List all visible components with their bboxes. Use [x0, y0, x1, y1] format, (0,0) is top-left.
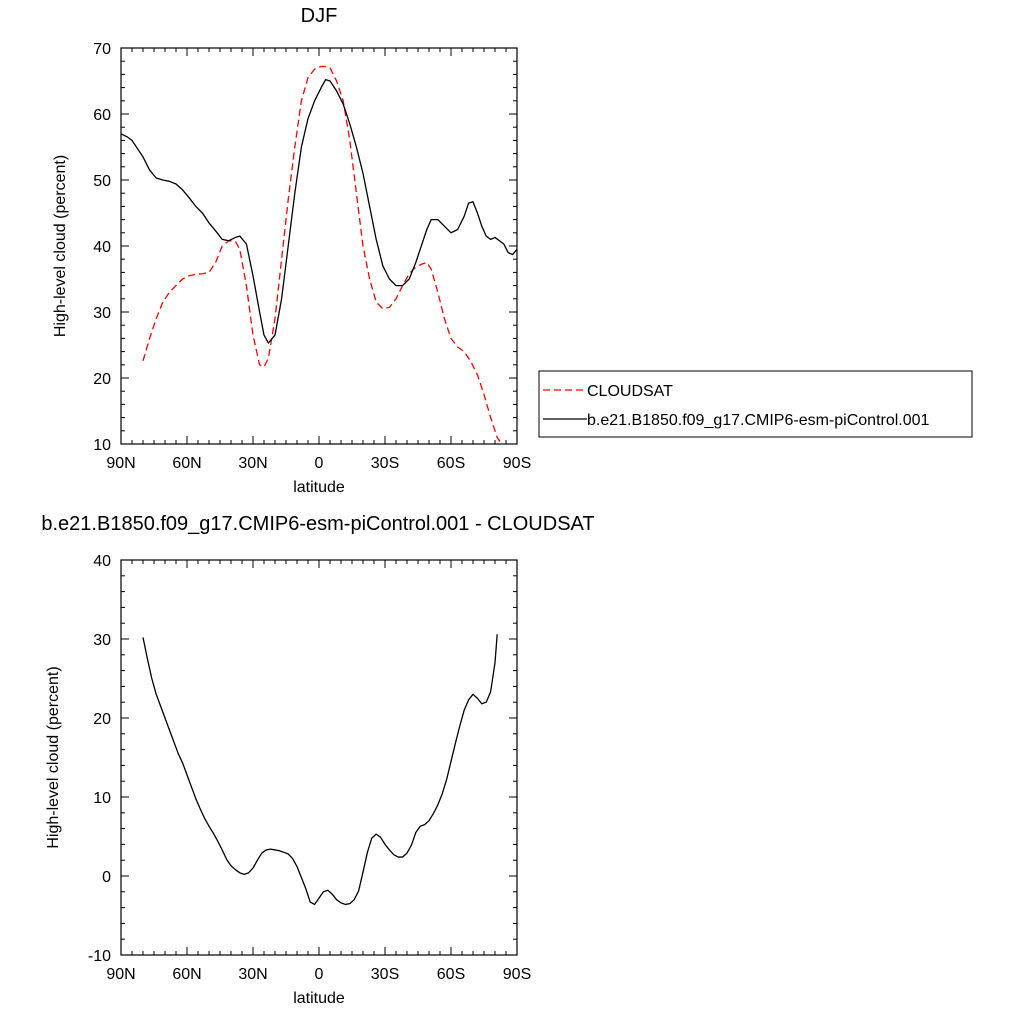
x-tick-label: 90S: [503, 455, 531, 472]
series-line-difference: [142, 634, 498, 906]
y-tick-label: 20: [93, 371, 111, 388]
y-tick-label: 40: [93, 239, 111, 256]
x-tick-label: 0: [315, 455, 324, 472]
x-tick-label: 30S: [371, 455, 399, 472]
x-tick-label: 90S: [503, 966, 531, 983]
x-tick-label: 30S: [371, 966, 399, 983]
y-tick-label: 30: [93, 305, 111, 322]
legend: CLOUDSAT b.e21.B1850.f09_g17.CMIP6-esm-pi…: [538, 370, 973, 438]
legend-box: [538, 370, 973, 438]
y-tick-label: 10: [93, 790, 111, 807]
x-tick-label: 90N: [106, 455, 135, 472]
legend-label: b.e21.B1850.f09_g17.CMIP6-esm-piControl.…: [587, 412, 930, 429]
x-axis-label: latitude: [293, 990, 345, 1007]
chart-djf: DJF 90N 60N 30N 0 30S 60S 90S 10 20 30 40 50 60 70 lati…: [52, 5, 531, 496]
x-tick-label: 60S: [437, 455, 465, 472]
x-tick-label: 60N: [172, 455, 201, 472]
series-line-cloudsat: [142, 65, 503, 444]
y-tick-label: 70: [93, 41, 111, 58]
y-tick-label: -10: [88, 948, 111, 965]
x-tick-label: 90N: [106, 966, 135, 983]
plot-frame: [120, 47, 518, 445]
y-tick-label: 20: [93, 711, 111, 728]
y-axis-label: High-level cloud (percent): [52, 155, 69, 337]
x-tick-label: 30N: [238, 966, 267, 983]
y-tick-label: 40: [93, 553, 111, 570]
y-tick-label: 0: [102, 869, 111, 886]
y-tick-label: 60: [93, 107, 111, 124]
y-axis-label: High-level cloud (percent): [45, 666, 62, 848]
x-axis-label: latitude: [293, 479, 345, 496]
x-tick-label: 30N: [238, 455, 267, 472]
y-tick-label: 10: [93, 437, 111, 454]
chart-title: b.e21.B1850.f09_g17.CMIP6-esm-piControl.…: [41, 513, 594, 535]
y-tick-label: 30: [93, 632, 111, 649]
series-line-model: [121, 79, 517, 344]
chart-difference: b.e21.B1850.f09_g17.CMIP6-esm-piControl.…: [41, 513, 594, 1007]
x-tick-label: 60N: [172, 966, 201, 983]
x-tick-label: 0: [315, 966, 324, 983]
legend-label: CLOUDSAT: [587, 383, 673, 400]
chart-title: DJF: [301, 5, 338, 27]
x-tick-label: 60S: [437, 966, 465, 983]
y-tick-label: 50: [93, 173, 111, 190]
